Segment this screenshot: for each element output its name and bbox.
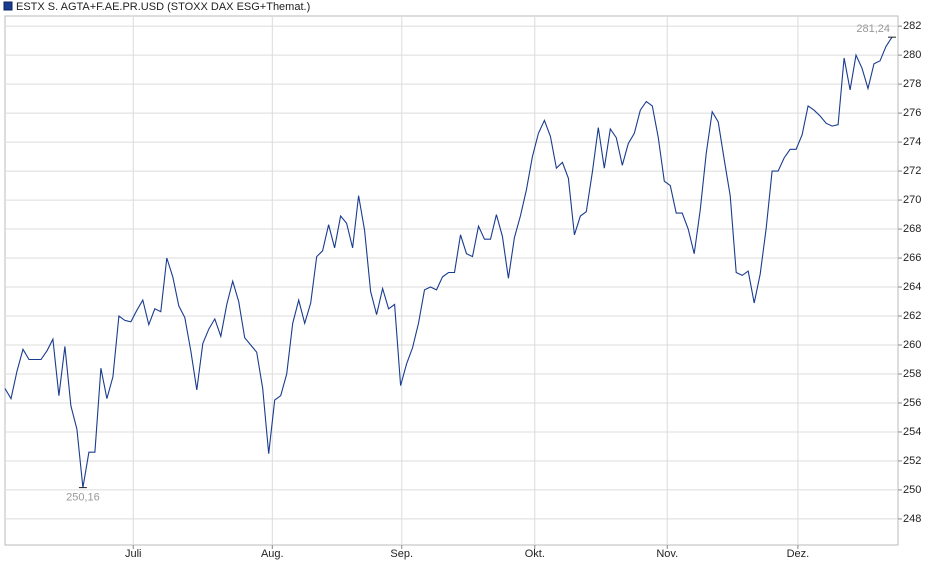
legend-swatch bbox=[3, 1, 13, 11]
y-tick-label: 268 bbox=[903, 223, 921, 235]
price-line bbox=[4, 36, 893, 488]
y-tick-label: 252 bbox=[903, 455, 921, 467]
x-tick-label: Nov. bbox=[656, 548, 678, 560]
y-tick-label: 276 bbox=[903, 107, 921, 119]
y-tick-label: 264 bbox=[903, 281, 921, 293]
y-tick-label: 272 bbox=[903, 165, 921, 177]
x-tick-label: Dez. bbox=[787, 548, 810, 560]
y-tick-label: 260 bbox=[903, 339, 921, 351]
y-tick-label: 248 bbox=[903, 513, 921, 525]
x-tick-label: Okt. bbox=[525, 548, 545, 560]
y-tick-label: 254 bbox=[903, 426, 921, 438]
y-tick-label: 262 bbox=[903, 310, 921, 322]
legend-label: ESTX S. AGTA+F.AE.PR.USD (STOXX DAX ESG+… bbox=[16, 1, 310, 13]
annotation: 250,16 bbox=[66, 492, 100, 504]
y-tick-label: 282 bbox=[903, 20, 921, 32]
annotation: 281,24 bbox=[856, 23, 890, 35]
x-tick-label: Sep. bbox=[390, 548, 413, 560]
y-tick-label: 258 bbox=[903, 368, 921, 380]
x-tick-label: Aug. bbox=[261, 548, 284, 560]
y-tick-label: 256 bbox=[903, 397, 921, 409]
y-tick-label: 250 bbox=[903, 484, 921, 496]
y-tick-label: 280 bbox=[903, 49, 921, 61]
y-tick-label: 278 bbox=[903, 78, 921, 90]
x-tick-label: Juli bbox=[125, 548, 142, 560]
y-tick-label: 274 bbox=[903, 136, 921, 148]
y-tick-label: 266 bbox=[903, 252, 921, 264]
plot-frame bbox=[4, 15, 899, 546]
y-tick-label: 270 bbox=[903, 194, 921, 206]
